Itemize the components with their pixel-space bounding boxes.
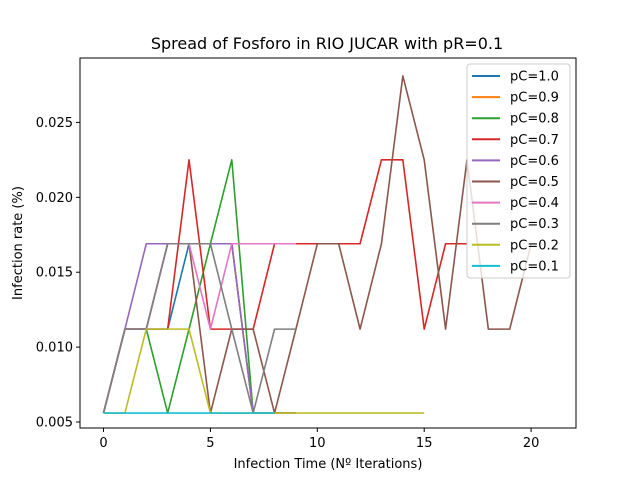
y-tick-label: 0.020 <box>36 191 73 206</box>
chart-title: Spread of Fosforo in RIO JUCAR with pR=0… <box>151 34 503 53</box>
legend-entry: pC=0.9 <box>510 91 559 106</box>
legend: pC=1.0 pC=0.9 pC=0.8 pC=0.7 pC=0.6 pC=0.5 pC=0… <box>466 63 571 279</box>
y-axis-label: Infection rate (%) <box>11 186 26 300</box>
y-tick-label: 0.025 <box>36 116 73 131</box>
plot-frame <box>79 57 577 429</box>
legend-entry: pC=0.3 <box>510 217 559 232</box>
series-layer <box>102 75 532 414</box>
legend-entry: pC=1.0 <box>510 70 559 85</box>
x-tick-label: 5 <box>206 436 214 451</box>
x-axis-ticks: 0 5 10 15 20 <box>99 428 539 451</box>
legend-entry: pC=0.7 <box>510 133 559 148</box>
legend-entry: pC=0.1 <box>510 259 559 274</box>
series-line-pC=0.3 <box>102 242 296 414</box>
x-tick-label: 15 <box>416 436 433 451</box>
y-axis-ticks: 0.005 0.010 0.015 0.020 0.025 <box>36 116 80 431</box>
x-tick-label: 20 <box>523 436 540 451</box>
y-tick-label: 0.015 <box>36 266 73 281</box>
y-tick-label: 0.010 <box>36 341 73 356</box>
legend-entry: pC=0.8 <box>510 112 559 127</box>
y-tick-label: 0.005 <box>36 416 73 431</box>
x-tick-label: 0 <box>99 436 107 451</box>
x-tick-label: 10 <box>309 436 326 451</box>
x-axis-label: Infection Time (Nº Iterations) <box>234 457 423 472</box>
legend-entry: pC=0.2 <box>510 238 559 253</box>
legend-entry: pC=0.6 <box>510 154 559 169</box>
legend-entry: pC=0.4 <box>510 196 559 211</box>
legend-entry: pC=0.5 <box>510 175 559 190</box>
